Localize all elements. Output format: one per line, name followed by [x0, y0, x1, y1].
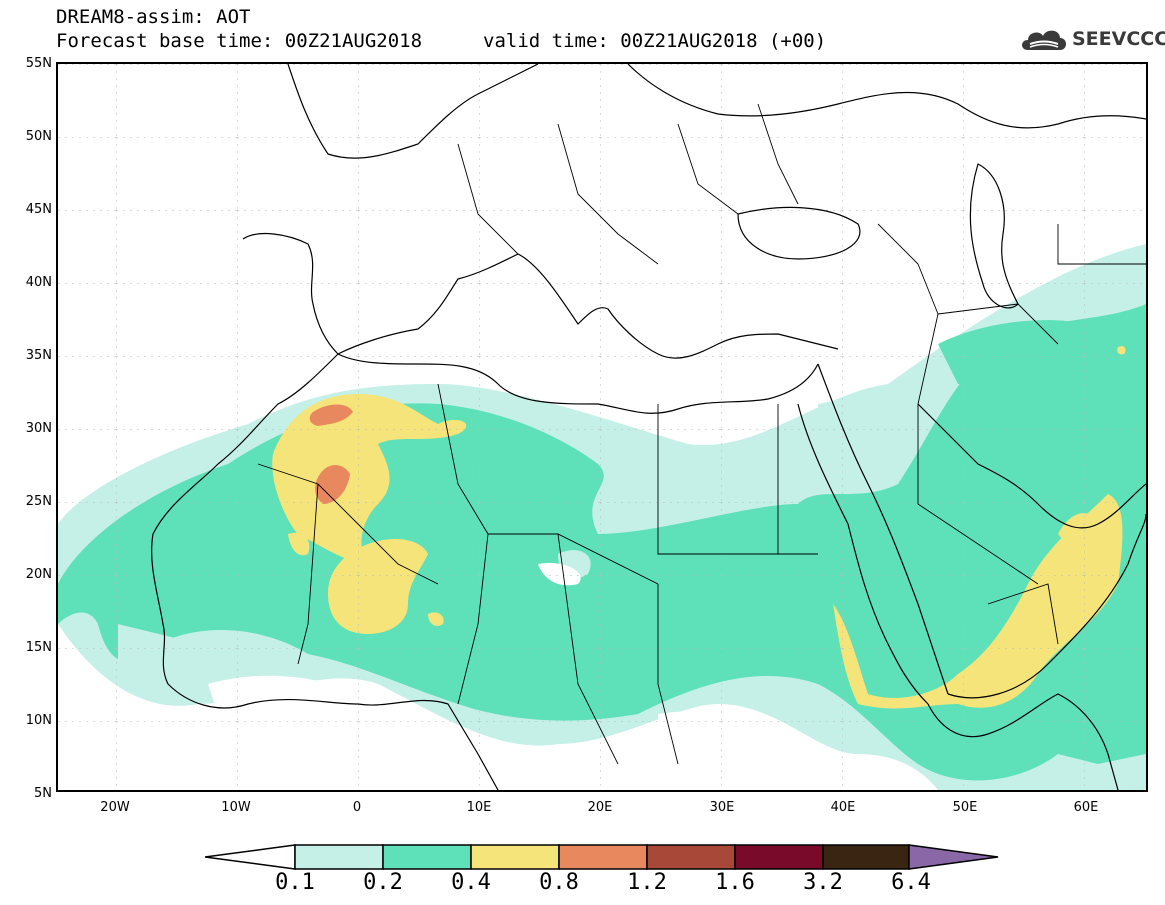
lon-label: 50E: [952, 800, 978, 815]
colorbar-tick: 0.2: [363, 870, 403, 895]
lat-label: 20N: [25, 567, 52, 582]
colorbar-bin: [822, 844, 910, 870]
colorbar-bin: [382, 844, 472, 870]
colorbar-tick: 6.4: [891, 870, 931, 895]
colorbar-tick: 1.2: [627, 870, 667, 895]
colorbar-bin: [558, 844, 648, 870]
lat-label: 55N: [25, 56, 52, 71]
lon-label: 10E: [466, 800, 492, 815]
colorbar-tick: 0.4: [451, 870, 491, 895]
seevccc-logo: SEEVCCC: [1018, 24, 1165, 56]
map-area: [56, 62, 1148, 792]
lat-label: 30N: [25, 421, 52, 436]
coastlines: [151, 64, 1146, 790]
lon-label: 10W: [221, 800, 251, 815]
lon-label: 20W: [100, 800, 130, 815]
cloud-icon: [1022, 30, 1066, 50]
lon-label: 60E: [1073, 800, 1099, 815]
lon-label: 0: [352, 800, 362, 815]
colorbar: [205, 844, 999, 870]
lat-label: 15N: [25, 640, 52, 655]
valid-time: valid time: 00Z21AUG2018 (+00): [483, 30, 827, 52]
lat-label: 35N: [25, 348, 52, 363]
colorbar-bin: [470, 844, 560, 870]
political-borders: [257, 103, 1146, 765]
map-title: DREAM8-assim: AOT: [56, 6, 251, 28]
lat-label: 40N: [25, 275, 52, 290]
colorbar-under: [205, 844, 296, 870]
lon-label: 40E: [830, 800, 856, 815]
lat-label: 5N: [34, 786, 52, 801]
logo-text: SEEVCCC: [1072, 28, 1165, 50]
map-canvas: [58, 64, 1146, 790]
forecast-base-time: Forecast base time: 00Z21AUG2018: [56, 30, 423, 52]
lat-label: 25N: [25, 494, 52, 509]
colorbar-over: [908, 844, 999, 870]
colorbar-bin: [734, 844, 824, 870]
lat-label: 50N: [25, 129, 52, 144]
colorbar-bin: [646, 844, 736, 870]
lon-label: 20E: [587, 800, 613, 815]
colorbar-tick: 3.2: [803, 870, 843, 895]
colorbar-tick: 1.6: [715, 870, 755, 895]
lat-label: 45N: [25, 202, 52, 217]
lat-label: 10N: [25, 713, 52, 728]
graticule: [58, 64, 1146, 790]
colorbar-tick: 0.8: [539, 870, 579, 895]
colorbar-tick: 0.1: [275, 870, 315, 895]
lon-label: 30E: [709, 800, 735, 815]
colorbar-bin: [294, 844, 384, 870]
